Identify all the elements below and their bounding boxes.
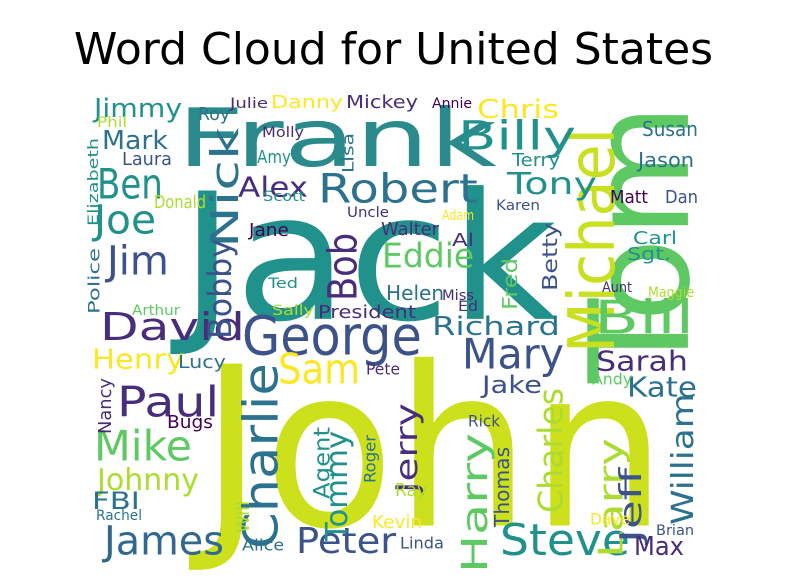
word-eddie: Eddie xyxy=(382,235,475,276)
word-adam: Adam xyxy=(442,206,474,224)
word-ray: Ray xyxy=(395,479,427,501)
word-jane: Jane xyxy=(249,219,289,241)
word-nancy: Nancy xyxy=(94,378,116,434)
word-steve: Steve xyxy=(500,514,630,566)
word-elizabeth: Elizabeth xyxy=(84,137,102,226)
word-karen: Karen xyxy=(496,196,540,214)
word-miss: Miss xyxy=(442,286,475,304)
word-agent: Agent xyxy=(309,427,335,499)
word-dan: Dan xyxy=(665,186,698,208)
word-phil: Phil xyxy=(97,113,128,131)
word-roger: Roger xyxy=(360,434,380,483)
word-kate: Kate xyxy=(627,370,697,404)
word-james: James xyxy=(104,517,224,565)
word-julie: Julie xyxy=(230,94,268,112)
word-bill: Bill xyxy=(594,290,694,345)
word-billy: Billy xyxy=(458,112,577,160)
word-brian: Brian xyxy=(656,521,695,539)
word-al: Al xyxy=(452,229,475,251)
word-laura: Laura xyxy=(122,148,172,170)
word-aunt: Aunt xyxy=(602,278,633,296)
word-pete: Pete xyxy=(366,359,400,379)
word-scott: Scott xyxy=(263,187,306,205)
word-uncle: Uncle xyxy=(347,203,389,221)
word-jack: Jack xyxy=(180,155,558,362)
word-alice: Alice xyxy=(242,535,285,555)
word-sgt: Sgt. xyxy=(627,243,671,265)
word-lucy: Lucy xyxy=(178,351,226,373)
word-sam: Sam xyxy=(278,344,361,394)
word-mickey: Mickey xyxy=(346,91,419,113)
word-chris: Chris xyxy=(477,93,560,125)
word-henry: Henry xyxy=(92,342,185,376)
word-lisa: Lisa xyxy=(338,133,358,173)
word-peter: Peter xyxy=(296,519,397,562)
word-charles: Charles xyxy=(530,387,571,513)
word-george: George xyxy=(242,304,422,368)
word-police: Police xyxy=(84,248,104,314)
word-jimmy: Jimmy xyxy=(94,92,183,124)
word-betty: Betty xyxy=(538,223,562,291)
word-robert: Robert xyxy=(318,165,478,213)
word-john: John xyxy=(200,319,667,579)
word-bob: Bob xyxy=(319,232,367,301)
word-annie: Annie xyxy=(432,94,473,112)
word-paul: Paul xyxy=(117,377,220,427)
word-ted: Ted xyxy=(268,274,299,292)
word-matt: Matt xyxy=(610,186,648,208)
page-title: Word Cloud for United States xyxy=(73,24,714,75)
word-joe: Joe xyxy=(94,196,157,244)
word-rachel: Rachel xyxy=(96,506,143,524)
word-william: William xyxy=(665,393,701,525)
word-harry: Harry xyxy=(453,432,496,573)
word-andy: Andy xyxy=(592,369,633,389)
word-sally: Sally xyxy=(272,301,314,319)
word-kevin: Kevin xyxy=(372,511,423,533)
word-fbi: FBI xyxy=(92,486,140,515)
word-mary: Mary xyxy=(462,329,564,379)
word-frank: Frank xyxy=(177,91,497,186)
word-mark: Mark xyxy=(102,124,168,156)
word-dave: Dave xyxy=(590,509,630,529)
word-susan: Susan xyxy=(642,117,698,141)
word-ben: Ben xyxy=(97,159,163,209)
word-ed: Ed xyxy=(458,297,478,315)
word-president: President xyxy=(318,301,417,323)
word-walter: Walter xyxy=(381,218,440,240)
word-tony: Tony xyxy=(507,166,597,202)
word-mike: Mike xyxy=(94,421,192,471)
word-bobby: Bobby xyxy=(201,239,239,339)
word-linda: Linda xyxy=(400,533,444,553)
word-amy: Amy xyxy=(257,146,291,168)
word-donald: Donald xyxy=(154,191,207,213)
word-maggie: Maggie xyxy=(648,283,694,301)
word-helen: Helen xyxy=(386,281,445,305)
word-carl: Carl xyxy=(633,227,677,249)
word-will: Will xyxy=(232,500,254,533)
word-jason: Jason xyxy=(638,148,695,172)
word-thomas: Thomas xyxy=(490,446,514,527)
word-max: Max xyxy=(634,530,684,562)
word-david: David xyxy=(100,304,245,350)
word-bugs: Bugs xyxy=(167,411,213,433)
word-jake: Jake xyxy=(482,370,542,399)
word-cloud: Jack John Tom Frank Michael George David Charli… xyxy=(82,91,721,579)
word-roy: Roy xyxy=(198,103,231,125)
word-alex: Alex xyxy=(238,170,309,204)
word-jim: Jim xyxy=(107,237,169,285)
word-danny: Danny xyxy=(271,91,344,113)
word-johnny: Johnny xyxy=(97,462,199,498)
word-fred: Fred xyxy=(498,257,522,310)
word-molly: Molly xyxy=(262,123,305,141)
word-richard: Richard xyxy=(432,310,560,342)
word-rick: Rick xyxy=(468,411,501,431)
word-sarah: Sarah xyxy=(596,344,688,378)
word-terry: Terry xyxy=(512,149,561,171)
word-arthur: Arthur xyxy=(132,301,180,319)
